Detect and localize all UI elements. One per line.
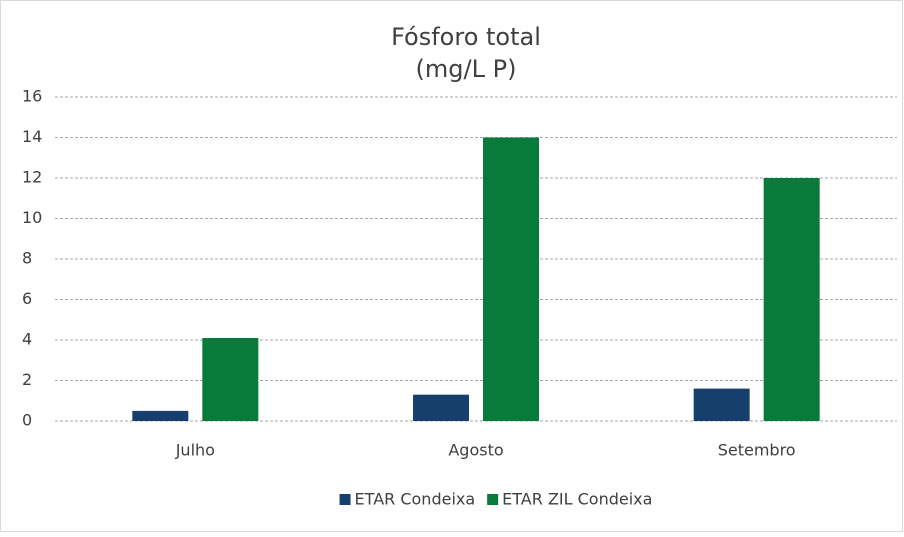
x-tick-label: Julho xyxy=(175,441,215,460)
legend-label: ETAR ZIL Condeixa xyxy=(502,490,652,509)
y-tick-label: 4 xyxy=(22,330,32,349)
bar xyxy=(132,410,189,421)
legend-swatch xyxy=(339,494,351,505)
bar xyxy=(202,337,259,421)
x-tick-label: Agosto xyxy=(448,441,503,460)
legend-label: ETAR Condeixa xyxy=(355,490,476,509)
y-tick-label: 14 xyxy=(22,127,42,146)
bar xyxy=(413,394,469,421)
chart-title: Fósforo total xyxy=(391,23,541,51)
y-tick-label: 10 xyxy=(22,208,42,227)
bar xyxy=(693,388,750,421)
y-tick-label: 0 xyxy=(22,411,32,430)
x-tick-label: Setembro xyxy=(718,441,796,460)
y-tick-label: 2 xyxy=(22,370,32,389)
y-tick-label: 16 xyxy=(22,87,42,106)
y-tick-label: 12 xyxy=(22,168,42,187)
bar xyxy=(763,178,820,421)
legend-swatch xyxy=(487,494,499,505)
chart-subtitle: (mg/L P) xyxy=(416,55,517,83)
y-tick-label: 8 xyxy=(22,249,32,268)
y-tick-label: 6 xyxy=(22,289,32,308)
bar xyxy=(483,137,539,421)
